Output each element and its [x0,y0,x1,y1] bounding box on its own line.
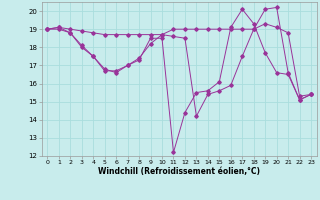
X-axis label: Windchill (Refroidissement éolien,°C): Windchill (Refroidissement éolien,°C) [98,167,260,176]
